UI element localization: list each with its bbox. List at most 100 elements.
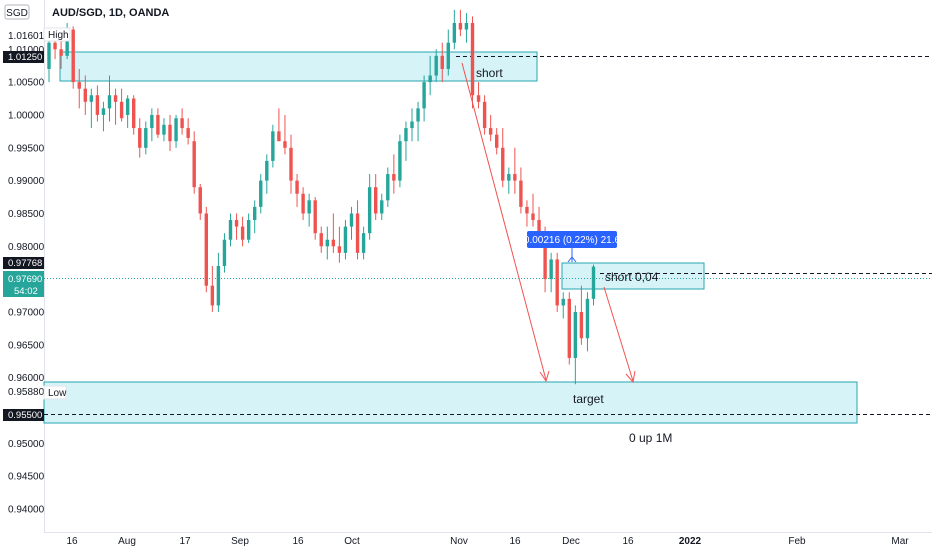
- candle-body: [367, 187, 372, 234]
- candle: [59, 36, 63, 69]
- candle-body: [113, 95, 118, 102]
- candle-body: [234, 220, 239, 227]
- candle: [513, 147, 517, 194]
- candle: [573, 305, 578, 385]
- low-tag-value: 0.95880: [8, 387, 45, 398]
- candle: [355, 200, 360, 260]
- candle-body: [561, 298, 565, 306]
- candle: [495, 128, 499, 155]
- candle-body: [53, 42, 57, 50]
- short2-line-tag: 0.97768: [3, 257, 44, 269]
- candle: [240, 216, 245, 247]
- candle-body: [138, 128, 142, 148]
- candle: [277, 108, 281, 142]
- candle-body: [283, 141, 287, 148]
- candle-body: [410, 121, 414, 129]
- time-label: 16: [66, 536, 78, 547]
- candle-body: [404, 128, 408, 142]
- arrow-down-2[interactable]: [603, 286, 636, 384]
- candle-body: [513, 174, 517, 181]
- candle-body: [458, 22, 463, 30]
- arrow-down-1[interactable]: [461, 62, 550, 383]
- short-line-tag: 1.01250: [3, 51, 44, 63]
- currency-badge[interactable]: [4, 4, 30, 20]
- low-tag-label: Low: [48, 388, 67, 399]
- measure-badge[interactable]: [527, 231, 617, 248]
- time-label: 16: [509, 536, 521, 547]
- candle: [531, 193, 535, 227]
- short2-line-tag-value: 0.97768: [8, 258, 42, 269]
- candle-body: [374, 187, 378, 214]
- price-tick-label: 0.96500: [8, 340, 45, 351]
- current-price-value: 0.97690: [8, 274, 42, 285]
- candle: [319, 226, 323, 253]
- candle-body: [573, 311, 578, 358]
- price-tick-label: 0.99000: [8, 176, 45, 187]
- time-label: Aug: [118, 536, 136, 547]
- short2-zone[interactable]: [561, 262, 705, 290]
- candle: [585, 292, 590, 352]
- high-tag: 1.01601 High: [3, 27, 71, 42]
- candle: [398, 134, 402, 188]
- price-tick-label: 0.96000: [8, 373, 45, 384]
- price-axis-ticks: 1.01000 1.00500 1.00000 0.99500 0.99000 0.985…: [8, 45, 45, 516]
- candle-body: [83, 88, 87, 102]
- candle-body: [47, 42, 51, 69]
- price-tick-label: 0.94000: [8, 505, 45, 516]
- candle-body: [210, 285, 215, 306]
- candle-body: [386, 174, 390, 201]
- candle-body: [531, 213, 535, 221]
- price-tick-label: 0.98000: [8, 242, 45, 253]
- candle: [440, 42, 444, 83]
- candle: [434, 49, 438, 83]
- candle: [113, 88, 118, 125]
- candle: [107, 75, 112, 122]
- candle: [313, 197, 317, 240]
- time-axis[interactable]: 16 Aug 17 Sep 16 Oct Nov 16 Dec 16 2022 …: [66, 536, 909, 547]
- candle-body: [337, 246, 342, 253]
- high-tag-label: High: [48, 30, 69, 41]
- candle-body: [253, 206, 257, 221]
- candle-body: [501, 147, 505, 181]
- candle: [591, 264, 596, 306]
- time-label: Feb: [788, 536, 806, 547]
- short-zone-label: short: [476, 66, 503, 80]
- candle-body: [567, 298, 571, 358]
- candle: [404, 121, 408, 161]
- candle: [525, 200, 529, 227]
- candle-body: [198, 187, 202, 214]
- candle-body: [240, 226, 245, 240]
- candle: [289, 134, 293, 194]
- target-zone[interactable]: [43, 381, 858, 424]
- candle-body: [192, 141, 196, 188]
- short-line-tag-value: 1.01250: [8, 52, 42, 63]
- candle: [428, 55, 432, 96]
- candle: [470, 16, 475, 109]
- candle: [216, 252, 221, 312]
- candle-body: [579, 311, 584, 339]
- current-price-tag: 0.97690 54:02: [3, 271, 44, 297]
- candle-body: [150, 114, 154, 129]
- candle: [561, 292, 565, 319]
- candle: [186, 118, 190, 145]
- candle: [198, 183, 202, 221]
- candle: [150, 108, 154, 142]
- candle-body: [132, 98, 136, 129]
- price-tick-label: 1.01000: [8, 45, 45, 56]
- candle-body: [271, 131, 275, 161]
- candle: [95, 85, 100, 122]
- candle-body: [555, 259, 559, 306]
- candle: [343, 220, 348, 260]
- candle: [349, 206, 354, 240]
- candle-body: [361, 233, 366, 253]
- candle-body: [416, 108, 420, 122]
- candle: [265, 154, 269, 194]
- candle: [337, 226, 342, 263]
- low-tag: 0.95880 Low: [3, 385, 67, 400]
- candle-body: [464, 22, 469, 30]
- candle: [246, 213, 251, 244]
- candle-body: [428, 75, 432, 83]
- candle-body: [295, 180, 299, 194]
